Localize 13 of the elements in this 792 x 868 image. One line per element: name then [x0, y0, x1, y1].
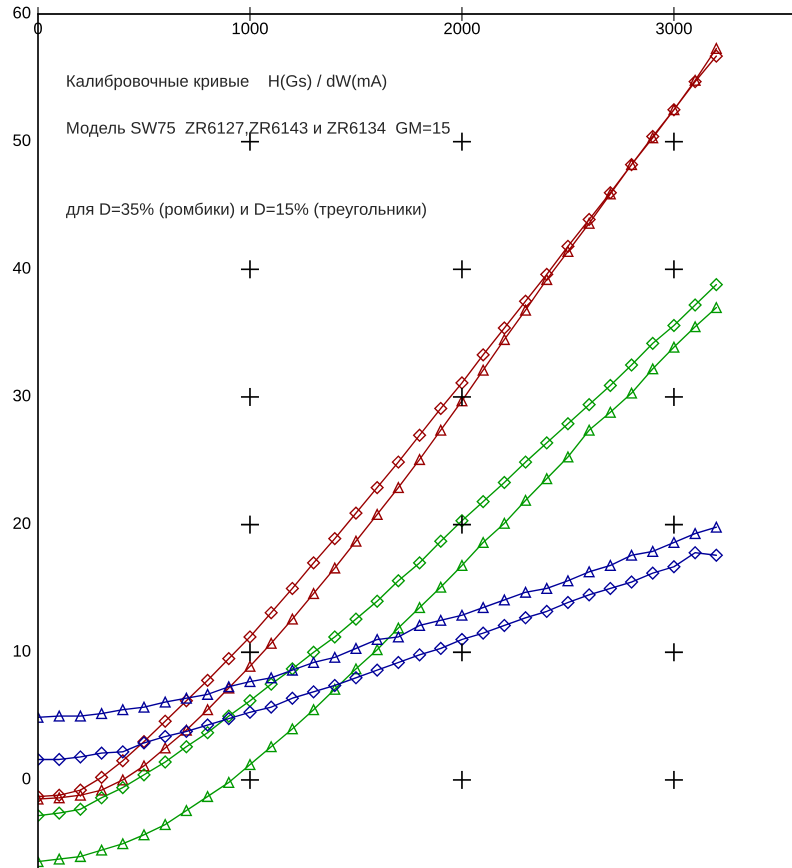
annotation: для D=35% (ромбики) и D=15% (треугольники)	[66, 202, 426, 218]
annotation: Калибровочные кривые H(Gs) / dW(mA)	[67, 74, 386, 90]
y-tick-label: 20	[13, 517, 30, 530]
x-tick-label: 3000	[656, 22, 692, 34]
y-tick-label: 60	[13, 6, 30, 18]
y-tick-label: 50	[13, 134, 30, 146]
annotation: Модель SW75 ZR6127,ZR6143 и ZR6134 GM=15	[67, 122, 450, 137]
x-tick-label: 2000	[444, 22, 480, 34]
x-tick-label: 1000	[232, 22, 268, 34]
y-tick-label: 10	[14, 644, 30, 657]
y-tick-label: 0	[22, 772, 30, 784]
y-tick-label: 30	[13, 390, 30, 402]
y-tick-label: 40	[12, 262, 30, 274]
